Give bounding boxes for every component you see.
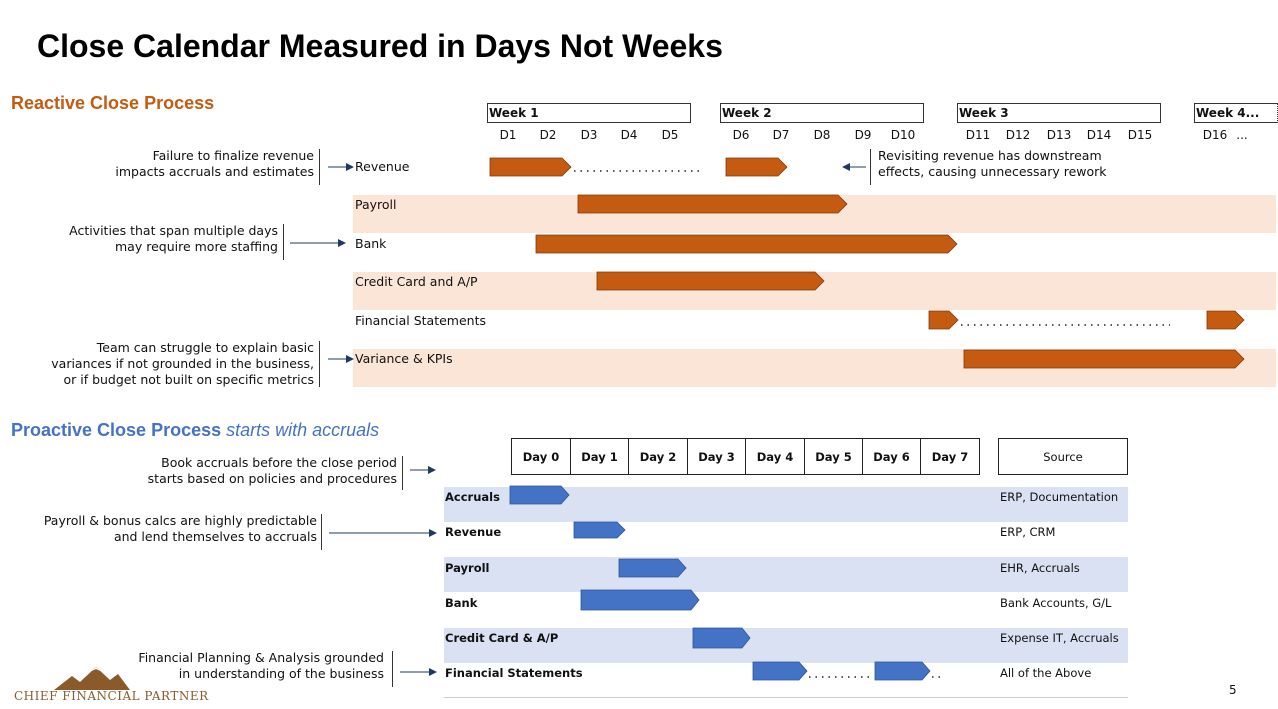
bracket-line bbox=[392, 651, 393, 687]
bracket-line bbox=[319, 149, 320, 185]
bar-financial-statements-1 bbox=[928, 310, 959, 330]
note-payroll-line-1: Payroll & bonus calcs are highly predict… bbox=[43, 513, 317, 528]
day-label: D1 bbox=[499, 128, 517, 142]
bar-variance bbox=[963, 349, 1245, 369]
note-payroll-line-2: and lend themselves to accruals bbox=[113, 529, 317, 544]
source-credit-card: Expense IT, Accruals bbox=[1000, 631, 1119, 645]
day-label: D13 bbox=[1046, 128, 1072, 142]
row-label-bank: Bank bbox=[445, 596, 478, 610]
bar-revenue-1 bbox=[489, 157, 572, 177]
proactive-title-italic: starts with accruals bbox=[226, 420, 380, 440]
source-bank: Bank Accounts, G/L bbox=[1000, 596, 1112, 610]
source-payroll: EHR, Accruals bbox=[1000, 561, 1080, 575]
day-label: D10 bbox=[890, 128, 916, 142]
bar-credit-card bbox=[596, 271, 825, 291]
company-logo-text: CHIEF FINANCIAL PARTNER bbox=[14, 689, 209, 703]
row-label-variance: Variance & KPIs bbox=[355, 351, 453, 366]
row-label-credit-card: Credit Card and A/P bbox=[355, 274, 478, 289]
note-fpa-line-1: Financial Planning & Analysis grounded bbox=[138, 650, 384, 665]
page-title: Close Calendar Measured in Days Not Week… bbox=[37, 28, 723, 64]
note-activities: Activities that span multiple days may r… bbox=[69, 223, 278, 255]
day-label: D5 bbox=[661, 128, 679, 142]
bar-payroll-proactive bbox=[618, 558, 687, 578]
day-label: D3 bbox=[580, 128, 598, 142]
day-label: D12 bbox=[1005, 128, 1031, 142]
row-label-accruals: Accruals bbox=[445, 490, 500, 504]
bracket-line bbox=[319, 341, 320, 387]
day-label: D4 bbox=[620, 128, 638, 142]
bar-financial-statements-proactive-1 bbox=[752, 661, 808, 681]
row-label-financial-statements: Financial Statements bbox=[445, 666, 583, 680]
row-label-financial-statements: Financial Statements bbox=[355, 313, 486, 328]
mountain-logo-icon bbox=[54, 667, 130, 690]
row-label-revenue: Revenue bbox=[445, 525, 502, 539]
reactive-section-title: Reactive Close Process bbox=[11, 93, 215, 113]
note-team-line-3: or if budget not built on specific metri… bbox=[63, 372, 314, 387]
bar-credit-card-proactive bbox=[692, 627, 751, 649]
bar-bank-proactive bbox=[580, 589, 700, 611]
note-failure-line-1: Failure to finalize revenue bbox=[152, 148, 314, 163]
day-label: D11 bbox=[965, 128, 991, 142]
day-label: D2 bbox=[539, 128, 557, 142]
note-failure-line-2: impacts accruals and estimates bbox=[115, 164, 314, 179]
day-label: D8 bbox=[813, 128, 831, 142]
bar-revenue-2 bbox=[725, 157, 788, 177]
day-label: ... bbox=[1236, 128, 1248, 142]
note-revisit: Revisiting revenue has downstream effect… bbox=[878, 148, 1107, 180]
bracket-line bbox=[402, 456, 403, 490]
note-fpa: Financial Planning & Analysis grounded i… bbox=[138, 650, 384, 682]
row-label-payroll: Payroll bbox=[355, 197, 397, 212]
bar-payroll bbox=[577, 194, 848, 214]
bar-bank bbox=[535, 234, 958, 254]
row-label-credit-card: Credit Card & A/P bbox=[445, 631, 559, 645]
bar-financial-statements-proactive-2 bbox=[874, 661, 931, 681]
day-label: D14 bbox=[1086, 128, 1112, 142]
note-book-line-1: Book accruals before the close period bbox=[161, 455, 397, 470]
day-label: D16 bbox=[1202, 128, 1228, 142]
proactive-section-title: Proactive Close Process starts with accr… bbox=[11, 420, 379, 441]
week-1-header: Week 1 bbox=[487, 103, 691, 123]
note-failure: Failure to finalize revenue impacts accr… bbox=[115, 148, 314, 180]
note-activities-line-2: may require more staffing bbox=[115, 239, 278, 254]
note-payroll-calcs: Payroll & bonus calcs are highly predict… bbox=[44, 513, 317, 545]
bracket-line bbox=[870, 149, 871, 185]
bar-financial-statements-2 bbox=[1206, 310, 1245, 330]
proactive-title-main: Proactive Close Process bbox=[11, 420, 222, 440]
bracket-line bbox=[283, 224, 284, 260]
row-label-bank: Bank bbox=[355, 236, 387, 251]
source-accruals: ERP, Documentation bbox=[1000, 490, 1119, 504]
day-7-header: Day 7 bbox=[920, 438, 980, 475]
note-revisit-line-1: Revisiting revenue has downstream bbox=[878, 148, 1102, 163]
day-label: D15 bbox=[1127, 128, 1153, 142]
day-label: D6 bbox=[732, 128, 750, 142]
note-activities-line-1: Activities that span multiple days bbox=[69, 223, 278, 238]
band-credit-card bbox=[444, 628, 1128, 663]
week-2-header: Week 2 bbox=[720, 103, 924, 123]
note-revisit-line-2: effects, causing unnecessary rework bbox=[878, 164, 1107, 179]
band-payroll bbox=[444, 557, 1128, 592]
day-label: D7 bbox=[772, 128, 790, 142]
note-book-accruals: Book accruals before the close period st… bbox=[148, 455, 397, 487]
bracket-line bbox=[321, 514, 322, 550]
source-financial-statements: All of the Above bbox=[1000, 666, 1092, 680]
note-team-line-2: variances if not grounded in the busines… bbox=[51, 356, 314, 371]
bar-revenue bbox=[573, 521, 626, 539]
page-number: 5 bbox=[1229, 683, 1237, 697]
note-team-line-1: Team can struggle to explain basic bbox=[96, 340, 314, 355]
source-revenue: ERP, CRM bbox=[1000, 525, 1056, 539]
day-label: D9 bbox=[854, 128, 872, 142]
bar-accruals bbox=[509, 485, 570, 505]
row-label-payroll: Payroll bbox=[445, 561, 490, 575]
table-bottom-rule bbox=[444, 697, 1128, 698]
row-label-revenue: Revenue bbox=[355, 159, 410, 174]
note-team: Team can struggle to explain basic varia… bbox=[51, 340, 314, 388]
source-header: Source bbox=[998, 438, 1128, 475]
note-fpa-line-2: in understanding of the business bbox=[178, 666, 384, 681]
week-3-header: Week 3 bbox=[957, 103, 1161, 123]
note-book-line-2: starts based on policies and procedures bbox=[147, 471, 397, 486]
